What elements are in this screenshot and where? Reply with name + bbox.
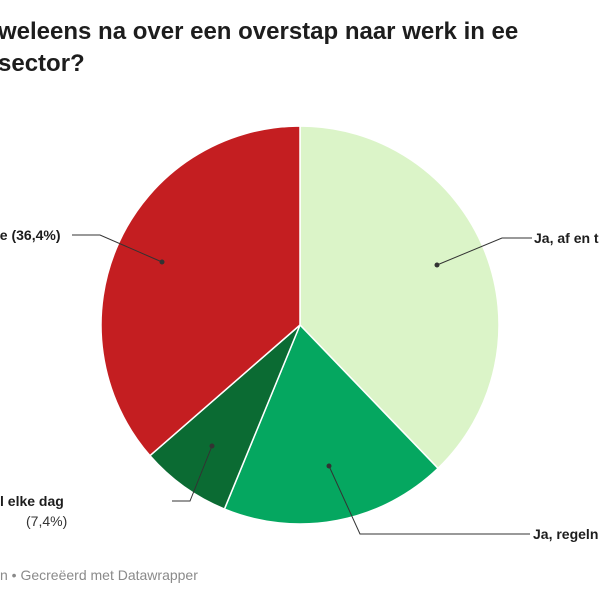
- pie-slice-regelmatig: [223, 323, 440, 525]
- slice-labels: ee (36,4%) Ja, af en t l elke dag (7,4%)…: [0, 227, 599, 542]
- label-leader-lines: [72, 234, 532, 535]
- leader-line-regelmatig: [328, 465, 530, 535]
- pie-slice-af-en-toe: [299, 125, 500, 470]
- pie-slice-nee: [100, 125, 301, 457]
- pie-slices: [100, 125, 500, 525]
- leader-line-elke-dag: [172, 445, 213, 502]
- slice-label-elke-dag-pct: (7,4%): [26, 513, 67, 529]
- slice-label-elke-dag: l elke dag: [0, 493, 64, 509]
- slice-label-nee: ee (36,4%): [0, 227, 60, 243]
- leader-dot-af-en-toe: [434, 262, 440, 268]
- slice-label-nee-text: ee (36,4%): [0, 227, 60, 243]
- leader-line-nee: [72, 234, 163, 263]
- chart-title-line-2: sector?: [0, 50, 85, 77]
- slice-label-af-en-toe: Ja, af en t: [534, 230, 599, 246]
- slice-label-regelmatig: Ja, regeln: [533, 526, 598, 542]
- chart-title: weleens na over een overstap naar werk i…: [0, 16, 600, 80]
- leader-dot-regelmatig: [326, 463, 332, 469]
- leader-dot-nee: [159, 259, 165, 265]
- leader-line-af-en-toe: [436, 237, 532, 266]
- chart-title-line-1: weleens na over een overstap naar werk i…: [0, 18, 519, 45]
- chart-footer: n • Gecreëerd met Datawrapper: [0, 567, 198, 583]
- leader-dot-elke-dag: [209, 443, 215, 449]
